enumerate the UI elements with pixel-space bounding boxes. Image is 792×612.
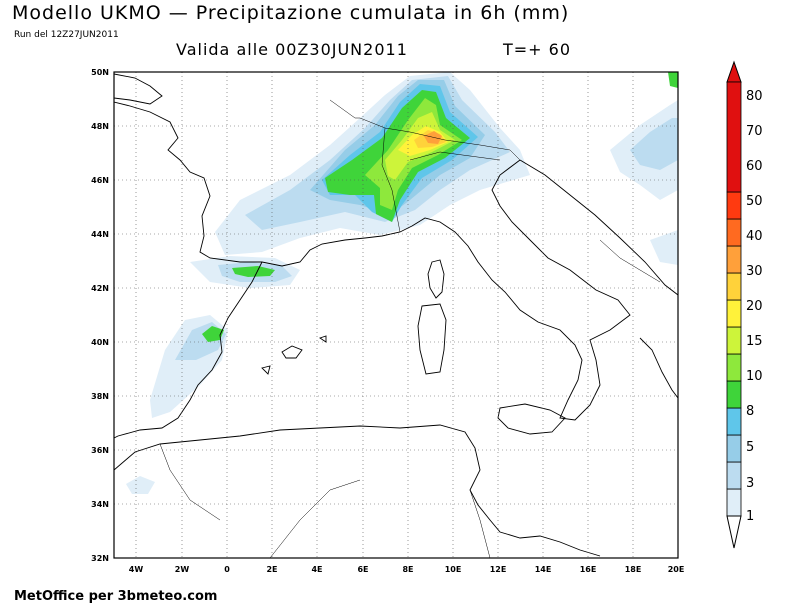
colorbar-label: 3: [746, 476, 754, 491]
colorbar-label: 70: [746, 124, 763, 139]
colorbar-label: 15: [746, 334, 763, 349]
lon-label: 4E: [311, 565, 322, 574]
corsica: [427, 259, 445, 299]
colorbar-swatch: [726, 488, 742, 517]
greece-coast: [639, 337, 678, 399]
colorbar-bottom-arrow: [726, 515, 742, 549]
lon-label: 0: [224, 565, 230, 574]
precip-area-balkans-2: [630, 118, 678, 170]
lat-label: 40N: [91, 338, 109, 347]
colorbar-top-arrow: [726, 60, 742, 83]
lat-label: 48N: [91, 122, 109, 131]
valid-time: Valida alle 00Z30JUN2011: [176, 40, 408, 59]
lon-label: 2W: [175, 565, 190, 574]
lat-label: 50N: [91, 68, 109, 77]
lon-label: 20E: [668, 565, 685, 574]
precipitation-field: [126, 72, 678, 494]
lon-label: 8E: [402, 565, 413, 574]
sardinia: [417, 303, 447, 375]
precip-area-africa: [126, 476, 155, 494]
lat-label: 46N: [91, 176, 109, 185]
colorbar-swatch: [726, 245, 742, 274]
colorbar-label: 20: [746, 299, 763, 314]
lat-label: 32N: [91, 554, 109, 563]
lon-label: 10E: [445, 565, 462, 574]
lon-label: 12E: [490, 565, 507, 574]
colorbar-swatch: [726, 81, 742, 193]
run-time: Run del 12Z27JUN2011: [14, 30, 119, 40]
lat-label: 44N: [91, 230, 109, 239]
lat-label: 34N: [91, 500, 109, 509]
borders: [159, 99, 661, 558]
precip-area-topright: [668, 72, 678, 88]
precip-area-spain-3: [202, 326, 224, 342]
colorbar-swatch: [726, 380, 742, 409]
colorbar-swatch: [726, 191, 742, 220]
lat-label: 36N: [91, 446, 109, 455]
coastlines: [114, 73, 678, 557]
lon-label: 18E: [625, 565, 642, 574]
colorbar-label: 8: [746, 404, 754, 419]
colorbar-label: 1: [746, 509, 754, 524]
lat-label: 42N: [91, 284, 109, 293]
lon-label: 4W: [129, 565, 144, 574]
colorbar-label: 40: [746, 229, 763, 244]
colorbar-swatch: [726, 461, 742, 490]
colorbar-label: 60: [746, 159, 763, 174]
colorbar-swatch: [726, 272, 742, 301]
precip-area-pyrenees-3: [232, 266, 275, 277]
colorbar-swatch: [726, 299, 742, 328]
colorbar-label: 10: [746, 369, 763, 384]
lon-label: 2E: [266, 565, 277, 574]
lon-label: 16E: [580, 565, 597, 574]
lon-label: 14E: [535, 565, 552, 574]
colorbar-swatch: [726, 407, 742, 436]
lat-label: 38N: [91, 392, 109, 401]
lon-label: 6E: [357, 565, 368, 574]
colorbar-swatch: [726, 326, 742, 355]
map-frame: [113, 71, 679, 559]
italy-coast: [411, 159, 631, 421]
france-coast: [114, 101, 413, 267]
precip-area-east: [650, 230, 678, 265]
colorbar-labels: 1 3 5 8 10 15 20 30 40 50 60 70 80: [746, 89, 763, 524]
longitude-labels: 4W 2W 0 2E 4E 6E 8E 10E 12E 14E 16E 18E …: [129, 565, 685, 574]
forecast-step: T=+ 60: [503, 40, 572, 59]
credit-text: MetOffice per 3bmeteo.com: [14, 589, 218, 604]
colorbar-label: 5: [746, 440, 754, 455]
balearics: [261, 335, 327, 375]
colorbar: 1 3 5 8 10 15 20 30 40 50 60 70 80: [726, 60, 763, 549]
africa-coast: [114, 424, 601, 557]
chart-title: Modello UKMO — Precipitazione cumulata i…: [12, 2, 570, 24]
colorbar-label: 80: [746, 89, 763, 104]
colorbar-swatch: [726, 353, 742, 382]
latitude-labels: 50N 48N 46N 44N 42N 40N 38N 36N 34N 32N: [91, 68, 109, 563]
colorbar-swatch: [726, 218, 742, 247]
colorbar-swatch: [726, 434, 742, 463]
colorbar-label: 30: [746, 264, 763, 279]
spain-coast: [114, 261, 263, 439]
uk-coast: [114, 73, 163, 105]
sicily: [497, 403, 566, 435]
colorbar-label: 50: [746, 194, 763, 209]
grid: [114, 72, 678, 558]
adriatic-coast: [519, 159, 678, 296]
